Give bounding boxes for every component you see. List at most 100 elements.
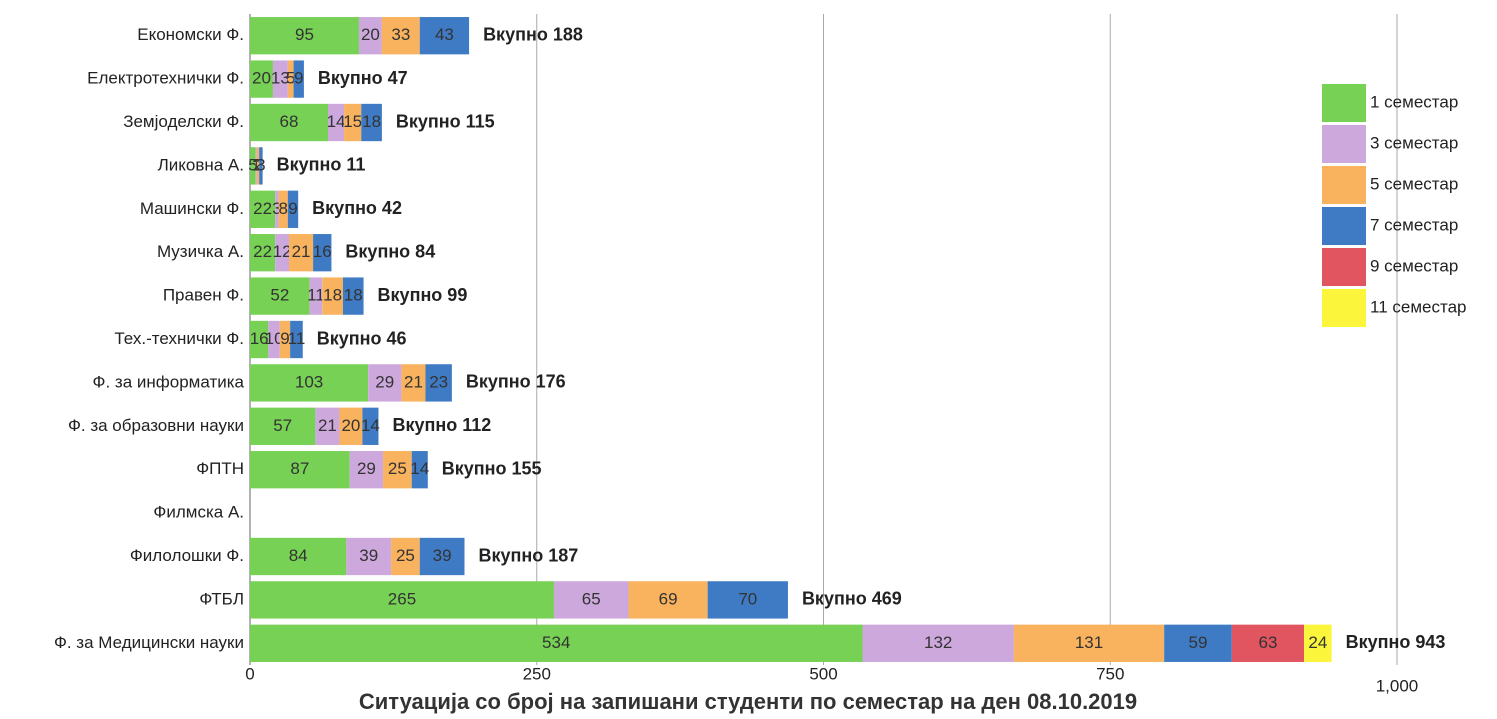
bar-segment bbox=[287, 60, 294, 98]
data-label: 12 bbox=[273, 242, 292, 261]
x-tick-label: 250 bbox=[523, 664, 551, 683]
data-label: 33 bbox=[391, 25, 410, 44]
y-tick-label: ФПТН bbox=[196, 459, 244, 478]
data-label: 95 bbox=[295, 25, 314, 44]
data-label: 14 bbox=[327, 112, 346, 131]
legend-label: 5 семестар bbox=[1370, 174, 1458, 193]
data-label: 39 bbox=[359, 546, 378, 565]
data-label: 21 bbox=[292, 242, 311, 261]
bar-segment bbox=[250, 147, 256, 185]
bar-segment bbox=[275, 234, 289, 272]
bar-segment bbox=[358, 17, 382, 55]
total-label: Вкупно 11 bbox=[277, 155, 366, 175]
bar-segment bbox=[275, 190, 279, 228]
bar-segment bbox=[250, 624, 863, 662]
bar-segment bbox=[553, 581, 629, 619]
total-label: Вкупно 46 bbox=[317, 328, 407, 348]
y-tick-label: Филолошки Ф. bbox=[130, 546, 244, 565]
bar-segment bbox=[411, 451, 428, 489]
data-label: 534 bbox=[542, 633, 570, 652]
data-label: 18 bbox=[344, 286, 363, 305]
bar-segment bbox=[256, 147, 260, 185]
bar-segment bbox=[250, 190, 276, 228]
legend-label: 1 семестар bbox=[1370, 92, 1458, 111]
data-label: 24 bbox=[1308, 633, 1327, 652]
bar-segment bbox=[339, 407, 363, 445]
data-label: 8 bbox=[279, 199, 288, 218]
x-tick-label: 500 bbox=[809, 664, 837, 683]
data-label: 25 bbox=[388, 459, 407, 478]
bar-segment bbox=[342, 277, 364, 315]
y-tick-label: Тех.-технички Ф. bbox=[114, 329, 244, 348]
data-label: 9 bbox=[280, 329, 289, 348]
data-label: 18 bbox=[323, 286, 342, 305]
legend-swatch bbox=[1322, 84, 1366, 122]
data-label: 21 bbox=[404, 372, 423, 391]
bar-segment bbox=[327, 103, 345, 142]
data-label: 20 bbox=[252, 69, 271, 88]
bar-segment bbox=[362, 407, 379, 445]
total-label: Вкупно 943 bbox=[1346, 632, 1446, 652]
data-label: 87 bbox=[290, 459, 309, 478]
data-label: 70 bbox=[738, 589, 757, 608]
total-label: Вкупно 47 bbox=[318, 68, 408, 88]
bar-segment bbox=[344, 103, 362, 142]
total-label: Вкупно 84 bbox=[345, 241, 435, 261]
data-label: 14 bbox=[410, 459, 429, 478]
data-label: 29 bbox=[357, 459, 376, 478]
bar-segment bbox=[346, 537, 392, 576]
data-label: 9 bbox=[294, 69, 303, 88]
data-label: 29 bbox=[375, 372, 394, 391]
bar-segment bbox=[250, 103, 328, 142]
data-label: 39 bbox=[433, 546, 452, 565]
bar-segment bbox=[287, 190, 299, 228]
bar-segment bbox=[259, 147, 263, 185]
chart-title: Ситуација со број на запишани студенти п… bbox=[359, 689, 1137, 714]
legend-swatch bbox=[1322, 207, 1366, 245]
bar-segment bbox=[349, 451, 384, 489]
bar-segment bbox=[361, 103, 382, 142]
bar-segment bbox=[368, 364, 402, 402]
bar-segment bbox=[290, 320, 303, 359]
data-label: 103 bbox=[295, 372, 323, 391]
bar-segment bbox=[313, 234, 332, 272]
data-label: 65 bbox=[582, 589, 601, 608]
y-tick-label: Земјоделски Ф. bbox=[123, 112, 244, 131]
data-label: 43 bbox=[435, 25, 454, 44]
data-label: 59 bbox=[1189, 633, 1208, 652]
bar-segment bbox=[419, 17, 470, 55]
data-label: 1 bbox=[252, 155, 261, 174]
data-label: 5 bbox=[286, 69, 295, 88]
y-tick-label: Машински Ф. bbox=[140, 199, 244, 218]
bar-segment bbox=[288, 234, 314, 272]
data-label: 23 bbox=[429, 372, 448, 391]
legend-swatch bbox=[1322, 248, 1366, 286]
total-label: Вкупно 469 bbox=[802, 589, 902, 609]
data-label: 13 bbox=[271, 69, 290, 88]
bar-segment bbox=[1013, 624, 1165, 662]
data-label: 131 bbox=[1075, 633, 1103, 652]
bar-segment bbox=[250, 17, 359, 55]
y-tick-label: ФТБЛ bbox=[199, 589, 244, 608]
data-label: 15 bbox=[343, 112, 362, 131]
data-label: 57 bbox=[273, 416, 292, 435]
bar-segment bbox=[279, 320, 291, 359]
bar-segment bbox=[250, 364, 369, 402]
total-label: Вкупно 115 bbox=[396, 111, 495, 131]
legend-swatch bbox=[1322, 125, 1366, 163]
bar-segment bbox=[401, 364, 426, 402]
data-label: 63 bbox=[1259, 633, 1278, 652]
bar-segment bbox=[862, 624, 1014, 662]
total-label: Вкупно 176 bbox=[466, 372, 566, 392]
bar-segment bbox=[309, 277, 323, 315]
data-label: 11 bbox=[307, 286, 325, 305]
y-tick-label: Музичка А. bbox=[157, 242, 244, 261]
bar-segment bbox=[391, 537, 420, 576]
data-label: 2 bbox=[253, 155, 262, 174]
bar-segment bbox=[250, 60, 273, 98]
total-label: Вкупно 187 bbox=[478, 545, 578, 565]
bar-segment bbox=[250, 537, 347, 576]
data-label: 22 bbox=[253, 199, 272, 218]
legend-label: 7 семестар bbox=[1370, 215, 1458, 234]
